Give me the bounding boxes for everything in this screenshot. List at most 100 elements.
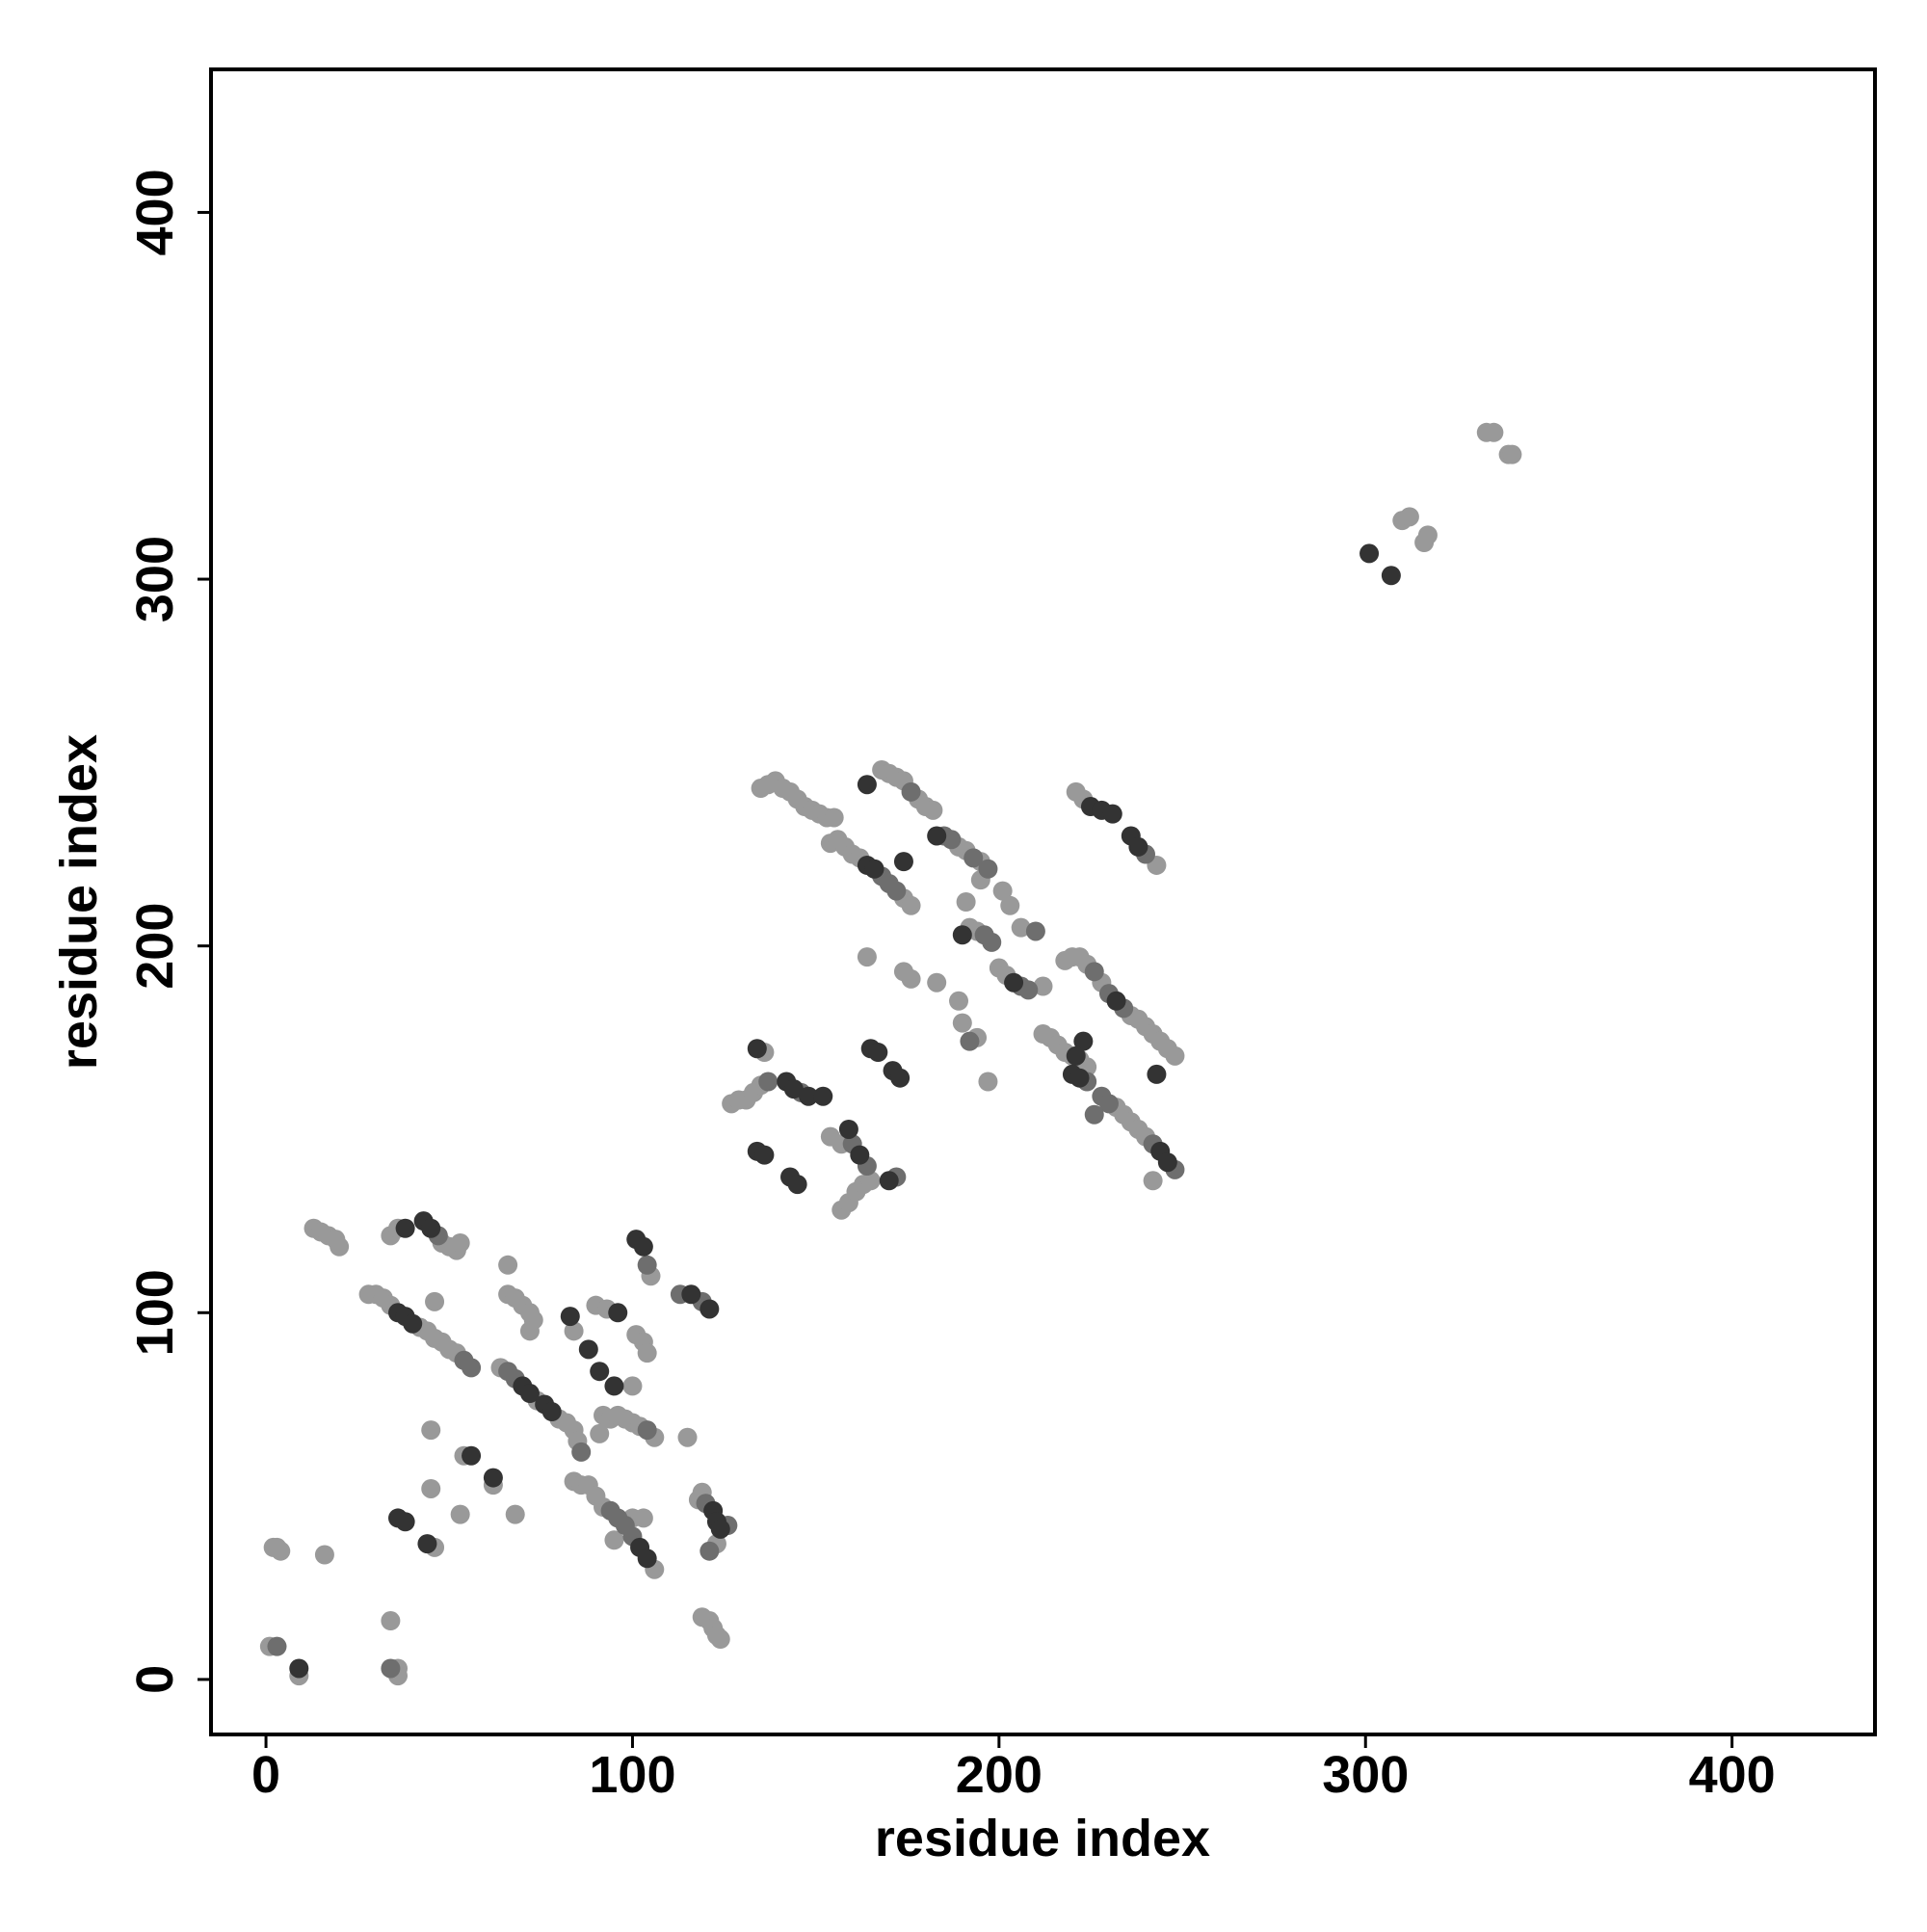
plot-frame	[209, 67, 1877, 1736]
point	[1165, 1045, 1185, 1066]
point	[590, 1362, 610, 1382]
point	[893, 852, 913, 872]
x-tick-label: 400	[1689, 1746, 1776, 1804]
point	[964, 848, 984, 868]
point	[330, 1236, 350, 1257]
point	[952, 1013, 972, 1033]
point	[1399, 507, 1419, 527]
point	[813, 1086, 833, 1106]
point	[1004, 972, 1024, 992]
point	[1157, 1152, 1177, 1173]
point	[890, 1068, 911, 1088]
point	[421, 1218, 441, 1238]
point	[637, 1420, 657, 1441]
point	[395, 1218, 415, 1238]
point	[1069, 1068, 1090, 1088]
point	[747, 1039, 767, 1059]
point	[879, 1171, 899, 1191]
point	[754, 1145, 775, 1165]
point	[578, 1339, 598, 1360]
point	[403, 1313, 423, 1334]
point	[633, 1508, 653, 1528]
point	[1066, 1045, 1086, 1066]
point	[604, 1530, 624, 1550]
point	[901, 781, 921, 802]
x-tick-label: 200	[956, 1746, 1043, 1804]
point	[519, 1321, 540, 1341]
point	[1128, 836, 1148, 857]
y-tick-label: 300	[126, 536, 184, 622]
point	[857, 947, 877, 967]
point	[450, 1232, 470, 1253]
y-tick-label: 100	[126, 1269, 184, 1356]
point	[952, 925, 972, 945]
point	[395, 1512, 415, 1532]
point	[857, 775, 877, 795]
point	[710, 1629, 730, 1650]
point	[637, 1548, 657, 1569]
point	[783, 1079, 804, 1099]
point	[417, 1534, 437, 1554]
point	[941, 830, 962, 850]
point	[425, 1291, 445, 1311]
point	[927, 972, 947, 992]
x-tick-label: 300	[1322, 1746, 1409, 1804]
point	[637, 1343, 657, 1363]
point	[677, 1427, 698, 1447]
point	[787, 1175, 807, 1195]
point	[462, 1445, 482, 1466]
point	[1018, 980, 1039, 1000]
point	[622, 1376, 643, 1396]
point	[541, 1402, 562, 1422]
point	[978, 859, 998, 879]
point	[681, 1284, 701, 1305]
point	[271, 1541, 291, 1561]
point	[289, 1658, 309, 1679]
point	[1025, 921, 1045, 941]
point	[462, 1358, 482, 1378]
y-tick-label: 400	[126, 169, 184, 255]
y-tick-label: 0	[126, 1665, 184, 1694]
point	[799, 1086, 819, 1106]
point	[700, 1299, 720, 1319]
point	[868, 1043, 888, 1063]
point	[901, 968, 921, 989]
point	[381, 1611, 401, 1631]
point	[860, 1171, 881, 1191]
point	[560, 1307, 580, 1327]
point	[637, 1255, 657, 1275]
point	[1417, 525, 1438, 545]
point	[421, 1420, 441, 1441]
point	[314, 1545, 334, 1565]
point	[710, 1519, 730, 1539]
point	[267, 1636, 287, 1656]
point	[590, 1423, 610, 1443]
point	[927, 826, 947, 846]
point	[519, 1384, 540, 1404]
point	[1502, 444, 1522, 464]
point	[1073, 1031, 1094, 1051]
point	[758, 1072, 779, 1092]
point	[604, 1376, 624, 1396]
point	[421, 1478, 441, 1498]
point	[1381, 566, 1401, 586]
point	[1000, 895, 1020, 915]
point	[1098, 1094, 1119, 1114]
point	[886, 881, 907, 901]
point	[956, 892, 976, 912]
point	[564, 1321, 584, 1341]
point	[1484, 422, 1504, 442]
point	[498, 1255, 518, 1275]
point	[960, 1031, 980, 1051]
point	[1084, 962, 1104, 982]
point	[992, 881, 1013, 901]
point	[949, 991, 969, 1011]
point	[901, 895, 921, 915]
point	[483, 1468, 503, 1488]
y-tick-label: 200	[126, 903, 184, 990]
point	[1102, 804, 1122, 824]
point	[1106, 991, 1126, 1011]
point	[1143, 1171, 1163, 1191]
